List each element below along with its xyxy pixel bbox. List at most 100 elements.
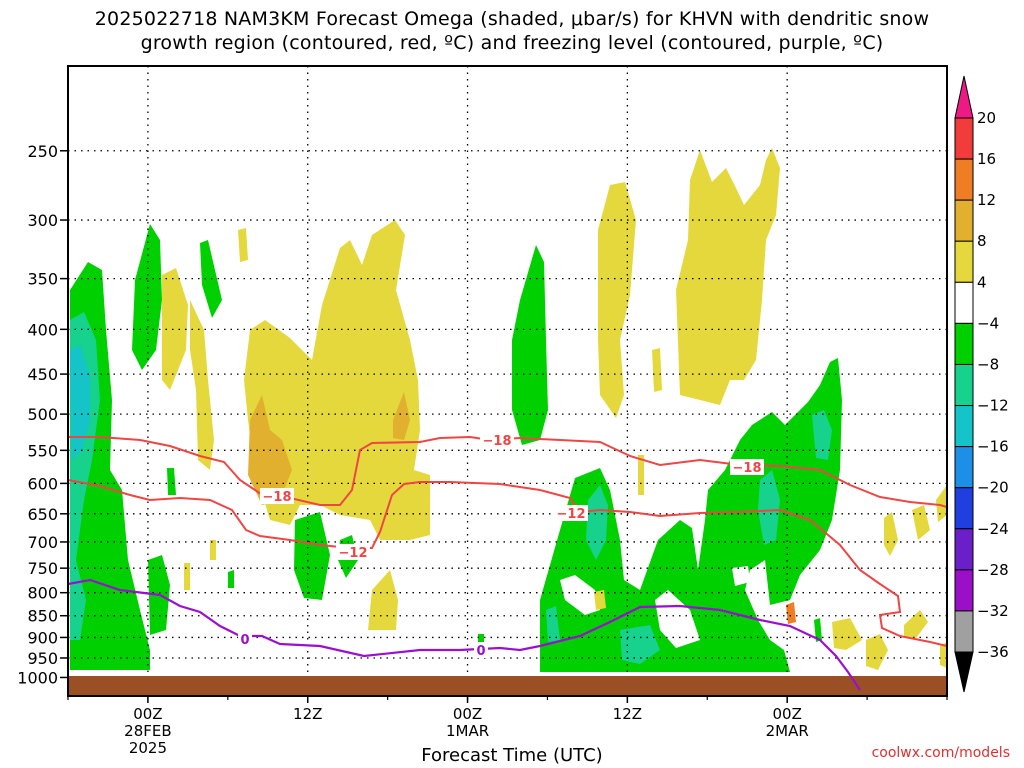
- omega-region-yellow-14: [638, 455, 644, 495]
- colorbar-band-9: [954, 446, 974, 489]
- omega-region-yellow-19: [884, 512, 898, 556]
- y-tick-label-400: 400: [27, 320, 58, 339]
- contour-label-minus18-c: −18: [733, 461, 762, 476]
- x-tick-label-2-1: 1MAR: [446, 722, 489, 740]
- omega-region-green-6: [294, 512, 330, 600]
- y-tick-label-700: 700: [27, 533, 58, 552]
- omega-region-yellow-12: [210, 540, 216, 560]
- omega-region-yellow-upper-right2: [676, 148, 780, 405]
- contour-labels: −18 −18 −18 −12 −12 0 0: [238, 432, 764, 659]
- colorbar-label-7: −12: [977, 397, 1009, 415]
- omega-region-yellow-17: [866, 634, 888, 670]
- contour-label-minus18-a: −18: [263, 490, 292, 505]
- contour-label-freezing-b: 0: [476, 644, 485, 659]
- y-tick-label-900: 900: [27, 628, 58, 647]
- y-tick-label-650: 650: [27, 505, 58, 524]
- colorbar-bottom-arrow: [954, 651, 974, 693]
- contour-red-minus12: [68, 479, 947, 647]
- y-tick-label-450: 450: [27, 365, 58, 384]
- omega-region-green-5: [167, 468, 176, 495]
- omega-region-yellow-16: [832, 618, 862, 650]
- x-gridlines: [147, 66, 788, 676]
- omega-region-cyan-right5: [546, 606, 560, 642]
- colorbar-band-6: [954, 322, 974, 365]
- omega-region-yellow-15: [594, 590, 606, 610]
- omega-region-yellow-7: [162, 268, 188, 390]
- colorbar-band-11: [954, 528, 974, 571]
- omega-region-orange-center2: [393, 392, 410, 440]
- chart-title-line2: growth region (contoured, red, ºC) and f…: [140, 32, 884, 54]
- colorbar-band-1: [954, 117, 974, 160]
- contour-label-minus18-b: −18: [483, 434, 512, 449]
- colorbar-label-1: 16: [977, 150, 996, 168]
- x-tick-label-0-1: 28FEB: [124, 722, 171, 740]
- colorbar: 20 16 12 8 4 −4 −8 −12 −16 −20 −24 −28 −32 −36: [954, 75, 1009, 693]
- y-tick-label-850: 850: [27, 607, 58, 626]
- colorbar-label-12: −32: [977, 602, 1009, 620]
- omega-region-yellow-21: [936, 485, 947, 522]
- omega-region-orange-right: [786, 602, 796, 624]
- y-tick-label-300: 300: [27, 211, 58, 230]
- omega-region-yellow-18: [904, 610, 928, 638]
- colorbar-band-3: [954, 199, 974, 242]
- credit-text: coolwx.com/models: [871, 745, 1010, 761]
- omega-region-cyan-right3: [812, 410, 832, 460]
- y-tick-label-1000: 1000: [17, 668, 58, 687]
- x-tick-label-0-0: 00Z: [133, 705, 162, 723]
- colorbar-label-6: −8: [977, 355, 999, 373]
- x-axis-title: Forecast Time (UTC): [421, 745, 603, 766]
- omega-shading: [70, 148, 947, 672]
- contour-label-minus12-b: −12: [557, 507, 586, 522]
- colorbar-label-13: −36: [977, 643, 1009, 661]
- plot-frame: [67, 65, 948, 697]
- colorbar-band-7: [954, 363, 974, 407]
- colorbar-label-5: −4: [977, 314, 999, 332]
- colorbar-label-8: −16: [977, 438, 1009, 456]
- x-tick-label-1-0: 12Z: [293, 705, 322, 723]
- colorbar-top-arrow: [954, 75, 974, 119]
- omega-region-cyan-right1: [586, 485, 608, 560]
- x-tick-label-4-0: 00Z: [772, 705, 801, 723]
- y-tick-label-350: 350: [27, 270, 58, 289]
- omega-region-green-8: [228, 570, 234, 588]
- omega-region-yellow-20: [912, 505, 930, 540]
- x-tick-label-0-2: 2025: [129, 739, 167, 757]
- colorbar-label-0: 20: [977, 109, 996, 127]
- colorbar-band-2: [954, 158, 974, 201]
- y-tick-label-500: 500: [27, 405, 58, 424]
- colorbar-band-5: [954, 281, 974, 324]
- colorbar-band-13: [954, 610, 974, 653]
- omega-region-yellow-8: [190, 300, 214, 470]
- colorbar-label-3: 8: [977, 232, 987, 250]
- x-tick-label-4-1: 2MAR: [766, 722, 809, 740]
- omega-region-green-2: [132, 224, 162, 370]
- colorbar-band-8: [954, 405, 974, 448]
- omega-region-white-hole-2: [655, 590, 700, 648]
- omega-region-yellow-center: [244, 220, 430, 540]
- colorbar-band-10: [954, 487, 974, 530]
- omega-region-green-mid: [512, 245, 548, 445]
- y-tick-label-600: 600: [27, 474, 58, 493]
- y-axis-labels: 250 300 350 400 450 500 550 600 650 700 750 800 850 9…: [17, 142, 68, 687]
- colorbar-label-4: 4: [977, 273, 987, 291]
- omega-region-yellow-11: [184, 563, 190, 590]
- colorbar-band-12: [954, 569, 974, 612]
- omega-region-cyan-right2: [758, 470, 780, 545]
- y-tick-label-950: 950: [27, 649, 58, 668]
- omega-region-white-hole-1: [560, 575, 600, 615]
- colorbar-band-4: [954, 240, 974, 283]
- colorbar-label-11: −28: [977, 561, 1009, 579]
- colorbar-label-10: −24: [977, 520, 1009, 538]
- y-tick-label-750: 750: [27, 559, 58, 578]
- y-tick-label-550: 550: [27, 441, 58, 460]
- x-tick-label-3-0: 12Z: [613, 705, 642, 723]
- plot-area: [68, 66, 947, 696]
- omega-region-yellow-upper-right: [598, 182, 636, 418]
- omega-region-green-lower-right: [540, 358, 842, 672]
- omega-region-yellow-10: [368, 570, 398, 630]
- ground-shading: [68, 676, 947, 696]
- x-tick-label-2-0: 00Z: [453, 705, 482, 723]
- omega-region-yellow-22: [940, 642, 947, 668]
